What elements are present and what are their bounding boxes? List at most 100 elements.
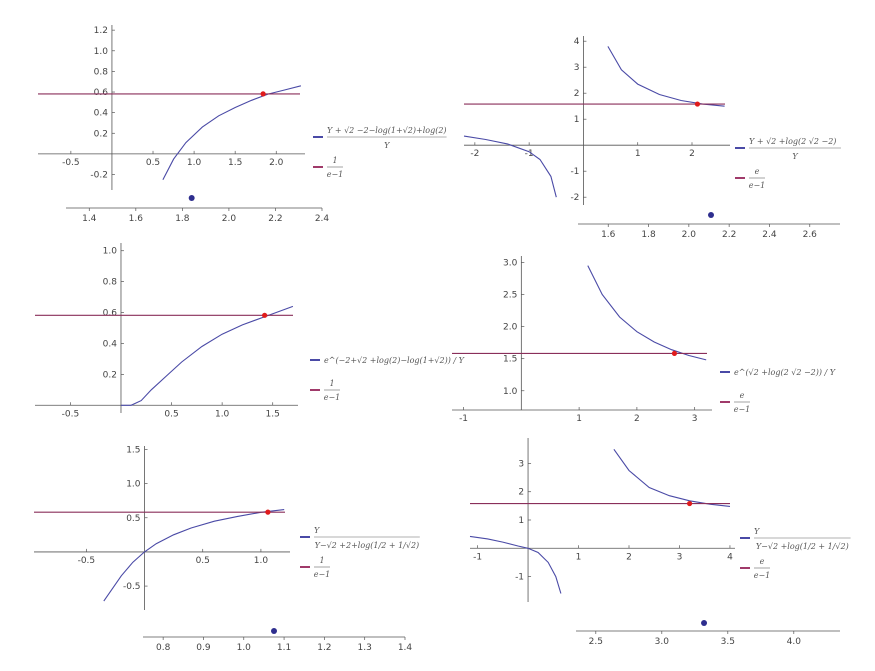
y-tick-label: 4: [574, 37, 580, 47]
root-dot: [271, 628, 277, 634]
x-tick-label: 1.5: [266, 409, 280, 419]
function-curve: [613, 448, 731, 507]
x-tick-label: -0.5: [62, 158, 80, 168]
legend-curve-denominator: Y: [384, 141, 390, 150]
root-dot: [708, 212, 715, 218]
intersection-point: [694, 101, 701, 107]
legend-curve-label: e^(√2 +log(2 √2 −2)) / Y: [734, 368, 836, 377]
root-dot: [188, 195, 195, 201]
x-tick-label: -2: [470, 149, 479, 159]
y-tick-label: 1.0: [103, 247, 118, 257]
number-line-tick-label: 2.5: [589, 637, 603, 647]
number-line-tick-label: 0.8: [156, 643, 171, 653]
intersection-point: [260, 91, 266, 97]
number-line-tick-label: 1.4: [82, 214, 97, 224]
legend-constant-denominator: e−1: [749, 181, 766, 190]
legend-curve-label: e^(−2+√2 +log(2)−log(1+√2)) / Y: [324, 356, 465, 365]
function-curve: [587, 265, 707, 361]
number-line: 0.8 0.9 1.0 1.1 1.2 1.3 1.4: [143, 628, 412, 653]
legend: e^(√2 +log(2 √2 −2)) / Y e e−1: [720, 368, 836, 414]
number-line-tick-label: 2.2: [722, 230, 736, 240]
y-tick-label: 0.6: [94, 88, 109, 98]
y-tick-label: 2.0: [503, 323, 518, 333]
number-line-tick-label: 3.0: [655, 637, 670, 647]
y-tick-label: 1: [518, 516, 524, 526]
number-line-tick-label: 1.6: [129, 214, 144, 224]
x-tick-label: 3: [677, 552, 683, 562]
legend-constant-numerator: 1: [329, 379, 334, 388]
x-tick-label: -1: [459, 414, 468, 424]
x-tick-label: 1.0: [187, 158, 202, 168]
number-line-tick-label: 1.8: [175, 214, 190, 224]
function-curve: [103, 509, 285, 602]
y-tick-label: -0.2: [90, 171, 108, 181]
function-curve: [463, 135, 557, 198]
x-tick-label: 1.5: [228, 158, 242, 168]
legend-constant-numerator: e: [755, 167, 760, 176]
intersection-point: [262, 312, 268, 318]
chart-5: -0.5 0.5 1.0 -0.5 0.5 1.0 1.5 0.8 0.9 1.0 1.1 1.2 1.…: [34, 445, 420, 653]
y-tick-label: -1: [570, 167, 579, 177]
y-tick-label: -2: [570, 193, 579, 203]
number-line-tick-label: 1.6: [601, 230, 616, 240]
legend-curve-numerator: Y: [754, 527, 760, 536]
x-tick-label: 1.0: [254, 556, 269, 566]
chart-2: -2 -1 1 2 -2 -1 1 2 3 4 1.6 1.8 2.0 2.2 2.4 2.6 Y + √2 +…: [463, 36, 841, 240]
legend-constant-denominator: e−1: [324, 393, 341, 402]
y-tick-label: 1.0: [94, 47, 109, 57]
legend: Y Y−√2 +log(1/2 + 1/√2) e e−1: [740, 527, 851, 580]
x-tick-label: -1: [473, 552, 482, 562]
x-tick-label: 2.0: [269, 158, 284, 168]
intersection-point: [265, 509, 271, 515]
y-tick-label: 0.8: [103, 278, 118, 288]
legend: Y Y−√2 +2+log(1/2 + 1/√2) 1 e−1: [300, 526, 420, 579]
x-tick-label: 1: [635, 149, 641, 159]
intersection-point: [686, 500, 693, 507]
number-line-tick-label: 1.0: [237, 643, 252, 653]
legend-constant-numerator: 1: [319, 556, 324, 565]
x-tick-label: 1: [576, 414, 582, 424]
number-line-tick-label: 2.0: [682, 230, 697, 240]
y-tick-label: 1.5: [126, 445, 140, 455]
y-tick-label: -1: [515, 573, 524, 583]
x-tick-label: -1: [525, 149, 534, 159]
legend-constant-denominator: e−1: [327, 170, 344, 179]
legend-constant-denominator: e−1: [734, 405, 751, 414]
legend-constant-numerator: 1: [332, 156, 337, 165]
x-tick-label: -0.5: [78, 556, 96, 566]
x-tick-label: 3: [692, 414, 698, 424]
number-line-tick-label: 1.8: [641, 230, 656, 240]
legend-curve-numerator: Y: [314, 526, 320, 535]
x-tick-label: 0.5: [146, 158, 160, 168]
x-tick-label: 1: [576, 552, 582, 562]
x-tick-label: 1.0: [215, 409, 230, 419]
number-line-tick-label: 1.3: [358, 643, 372, 653]
legend-curve-denominator: Y−√2 +2+log(1/2 + 1/√2): [315, 541, 420, 550]
number-line-tick-label: 2.6: [803, 230, 818, 240]
x-tick-label: 4: [727, 552, 733, 562]
x-tick-label: 2: [634, 414, 640, 424]
y-tick-label: 1.2: [94, 26, 108, 36]
y-tick-label: 2: [574, 89, 580, 99]
y-tick-label: 1: [574, 115, 580, 125]
function-curve: [469, 535, 562, 594]
legend-curve-denominator: Y−√2 +log(1/2 + 1/√2): [756, 542, 849, 551]
y-tick-label: 3: [574, 63, 580, 73]
x-tick-label: 0.5: [196, 556, 210, 566]
number-line-tick-label: 0.9: [196, 643, 211, 653]
number-line-tick-label: 1.4: [398, 643, 413, 653]
y-tick-label: 1.0: [503, 387, 518, 397]
function-curve: [121, 305, 294, 406]
root-dot: [701, 620, 708, 626]
number-line: 1.6 1.8 2.0 2.2 2.4 2.6: [578, 212, 840, 240]
y-tick-label: 0.4: [94, 109, 109, 119]
number-line-tick-label: 3.5: [721, 637, 735, 647]
number-line-tick-label: 2.4: [315, 214, 330, 224]
legend-curve-numerator: Y + √2 −2−log(1+√2)+log(2): [327, 126, 447, 135]
y-tick-label: 0.2: [103, 370, 117, 380]
number-line-tick-label: 2.0: [222, 214, 237, 224]
y-tick-label: 2.5: [503, 291, 517, 301]
y-tick-label: 2: [518, 488, 524, 498]
legend-constant-denominator: e−1: [754, 571, 771, 580]
